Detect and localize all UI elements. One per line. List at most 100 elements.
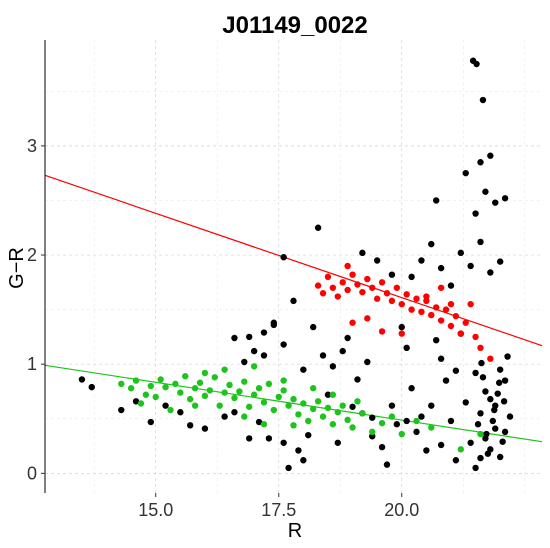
data-point <box>300 457 307 464</box>
data-point <box>344 286 351 294</box>
data-point <box>349 319 356 326</box>
data-point <box>413 295 420 302</box>
data-point <box>482 388 489 395</box>
data-point <box>344 334 351 342</box>
data-point <box>255 385 263 392</box>
data-point <box>314 224 322 231</box>
data-point <box>393 284 401 291</box>
x-axis-ticks: 15.0 17.5 20.0 <box>138 493 419 520</box>
data-point <box>191 402 199 409</box>
data-point <box>270 406 278 414</box>
data-point <box>265 380 273 388</box>
data-point <box>378 443 386 451</box>
data-point <box>388 271 396 278</box>
fit-lines <box>44 174 543 443</box>
data-point <box>494 390 501 397</box>
data-point <box>319 352 327 359</box>
data-point <box>324 391 332 398</box>
y-tick-label: 1 <box>27 354 37 374</box>
data-point <box>344 262 351 270</box>
data-point <box>442 306 450 313</box>
data-point <box>88 383 95 391</box>
data-point <box>167 406 174 414</box>
data-point <box>177 409 184 416</box>
data-point <box>260 329 268 336</box>
data-point <box>349 403 356 410</box>
data-point <box>447 282 455 289</box>
data-point <box>403 344 410 352</box>
data-point <box>349 271 356 278</box>
data-point <box>373 295 381 302</box>
data-point <box>378 328 386 335</box>
data-point <box>433 336 440 344</box>
data-point <box>437 441 445 449</box>
data-point <box>477 238 484 246</box>
data-point <box>305 417 312 425</box>
data-point <box>492 199 499 206</box>
data-point <box>489 417 496 425</box>
data-point <box>472 333 479 341</box>
data-point <box>118 406 125 414</box>
data-point <box>186 395 194 403</box>
data-point <box>250 347 258 355</box>
data-point <box>275 393 282 401</box>
data-point <box>246 333 253 341</box>
data-point <box>280 387 287 394</box>
data-point <box>478 359 485 367</box>
data-point <box>398 330 405 337</box>
data-point <box>172 380 179 388</box>
data-point <box>339 279 346 286</box>
data-point <box>500 398 508 405</box>
data-point <box>221 366 228 373</box>
data-point <box>305 431 312 439</box>
data-point <box>428 240 435 248</box>
data-point <box>479 374 487 381</box>
data-point <box>452 457 460 464</box>
data-point <box>319 290 327 297</box>
data-point <box>491 406 498 414</box>
data-point <box>246 435 253 442</box>
data-point <box>393 421 401 428</box>
data-point <box>231 334 238 342</box>
data-point <box>479 96 487 104</box>
data-point <box>201 425 209 432</box>
data-point <box>334 293 341 300</box>
data-point <box>329 363 337 370</box>
data-point <box>418 257 425 264</box>
data-point <box>329 284 337 291</box>
data-point <box>324 273 332 281</box>
data-point <box>418 413 425 420</box>
data-point <box>152 393 159 401</box>
data-point <box>359 410 366 417</box>
data-point <box>324 404 332 412</box>
data-point <box>201 392 209 400</box>
data-point <box>477 410 484 417</box>
data-point <box>437 355 445 362</box>
data-point <box>334 409 341 416</box>
data-point <box>477 344 484 352</box>
data-point <box>309 385 317 392</box>
data-point <box>398 323 405 331</box>
chart-title: J01149_0022 <box>222 12 368 39</box>
data-point <box>255 418 263 426</box>
data-point <box>383 290 391 297</box>
data-point <box>309 405 317 413</box>
data-point <box>428 311 435 319</box>
data-point <box>499 438 506 445</box>
data-point <box>467 262 474 270</box>
data-point <box>349 424 356 431</box>
data-point <box>300 400 307 407</box>
data-point <box>378 279 386 286</box>
data-point <box>221 389 228 396</box>
data-point <box>300 366 307 373</box>
data-point <box>413 417 420 425</box>
data-point <box>329 391 337 398</box>
data-point <box>182 373 189 380</box>
data-point <box>369 428 376 436</box>
data-point <box>482 188 489 195</box>
data-point <box>354 398 361 405</box>
data-point <box>477 454 484 462</box>
data-point <box>177 389 184 396</box>
data-point <box>501 428 509 436</box>
